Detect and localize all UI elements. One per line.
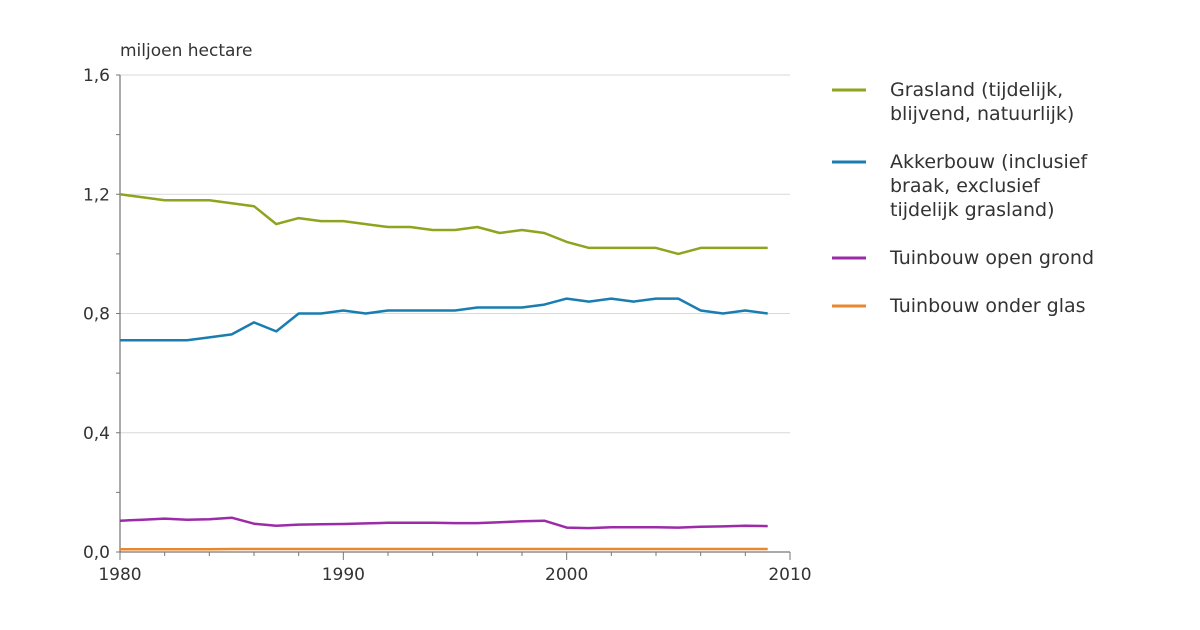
legend-label-line: Grasland (tijdelijk, [890, 79, 1063, 101]
legend-label-line: tijdelijk grasland) [890, 199, 1055, 221]
legend-label-line: Akkerbouw (inclusief [890, 151, 1089, 173]
legend-label-line: braak, exclusief [890, 175, 1041, 197]
series-line-2 [120, 297, 768, 342]
legend: Grasland (tijdelijk, blijvend, natuurlijk… [832, 79, 1094, 317]
y-tick-label: 0,4 [83, 424, 110, 444]
series-lines [119, 193, 768, 551]
legend-label: Akkerbouw (inclusief braak, exclusief tijd… [890, 151, 1089, 221]
y-tick-label: 1,6 [83, 66, 110, 86]
legend-label: Tuinbouw open grond [889, 247, 1094, 269]
y-tick-label: 0,8 [83, 305, 110, 325]
y-tick-label: 1,2 [83, 185, 110, 205]
x-tick-label: 1980 [98, 565, 141, 585]
legend-label-line: blijvend, natuurlijk) [890, 103, 1074, 125]
legend-label-line: Tuinbouw onder glas [889, 295, 1086, 317]
x-tick-label: 1990 [322, 565, 365, 585]
series-line-1 [119, 193, 768, 256]
x-tick-label: 2000 [545, 565, 588, 585]
legend-label-line: Tuinbouw open grond [889, 247, 1094, 269]
y-axis-unit-label: miljoen hectare [120, 41, 253, 61]
x-tick-label: 2010 [768, 565, 811, 585]
gridlines [120, 74, 790, 434]
series-line-3 [119, 516, 768, 530]
axis-ticks: 0,0 0,4 0,8 1,2 1,6 1980 1990 2000 2010 [83, 66, 812, 585]
legend-label: Tuinbouw onder glas [889, 295, 1086, 317]
y-tick-label: 0,0 [83, 543, 110, 563]
legend-label: Grasland (tijdelijk, blijvend, natuurlijk… [890, 79, 1074, 125]
